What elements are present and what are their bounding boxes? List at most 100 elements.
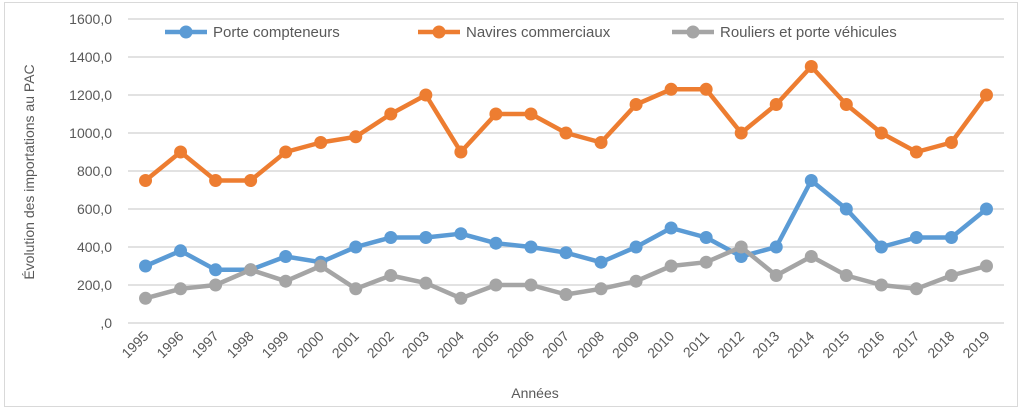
data-point (839, 98, 853, 111)
x-tick-label: 2007 (539, 328, 572, 361)
data-point (909, 145, 923, 159)
x-tick-label: 2013 (749, 328, 782, 361)
data-point (769, 269, 783, 282)
data-point (874, 240, 888, 254)
y-tick-label: 800,0 (77, 163, 112, 179)
data-point (699, 82, 713, 96)
y-tick-label: 1600,0 (69, 11, 112, 27)
data-point (839, 202, 853, 216)
x-tick-label: 1998 (223, 328, 256, 361)
data-point (139, 174, 153, 187)
data-point (349, 240, 363, 254)
data-point (594, 282, 608, 296)
data-point (314, 259, 328, 273)
x-tick-label: 2019 (959, 328, 992, 361)
data-point (174, 145, 188, 159)
data-point (209, 174, 223, 187)
data-point (559, 126, 573, 140)
data-point (559, 288, 573, 301)
data-point (944, 231, 958, 244)
data-point (804, 60, 818, 73)
data-point (944, 136, 958, 149)
data-point (419, 276, 433, 290)
data-point (384, 269, 398, 282)
data-point (979, 202, 993, 216)
data-point (699, 231, 713, 244)
y-axis-label: Évolution des importations au PAC (21, 64, 37, 279)
data-point (349, 282, 363, 296)
data-point (209, 278, 223, 292)
data-point (139, 259, 153, 273)
data-point (244, 174, 258, 187)
x-tick-label: 2006 (504, 328, 537, 361)
data-point (419, 231, 433, 244)
y-tick-label: 600,0 (77, 201, 112, 217)
data-point (874, 278, 888, 292)
data-point (454, 145, 468, 159)
x-tick-label: 2001 (329, 328, 362, 361)
data-point (734, 126, 748, 140)
x-tick-label: 2002 (364, 328, 397, 361)
legend-label: Rouliers et porte véhicules (720, 24, 897, 41)
x-tick-label: 2018 (924, 328, 957, 361)
data-point (279, 274, 293, 288)
data-point (489, 107, 503, 121)
data-point (594, 255, 608, 269)
data-point (734, 240, 748, 254)
data-point (664, 82, 678, 96)
data-point (524, 107, 538, 121)
data-point (874, 126, 888, 140)
data-point (769, 240, 783, 254)
data-point (419, 88, 433, 102)
data-point (384, 231, 398, 244)
x-tick-label: 2005 (469, 328, 502, 361)
data-point (629, 274, 643, 288)
x-tick-label: 1996 (153, 328, 186, 361)
data-point (139, 291, 153, 305)
legend-item: Rouliers et porte véhicules (672, 24, 897, 41)
x-tick-label: 2004 (434, 328, 467, 361)
data-point (349, 130, 363, 144)
data-point (629, 98, 643, 111)
x-tick-label: 2014 (784, 328, 817, 361)
data-point (559, 246, 573, 260)
data-point (979, 88, 993, 102)
x-tick-label: 2000 (293, 328, 326, 361)
data-point (664, 221, 678, 235)
data-point (454, 227, 468, 241)
data-point (384, 107, 398, 121)
data-point (804, 174, 818, 187)
data-point (174, 282, 188, 296)
x-tick-label: 2009 (609, 328, 642, 361)
data-point (734, 250, 748, 263)
series-2 (139, 240, 993, 305)
data-point (699, 255, 713, 269)
data-point (979, 259, 993, 273)
series-1 (139, 60, 993, 187)
data-point (664, 259, 678, 273)
data-point (804, 250, 818, 263)
series-0 (139, 174, 993, 277)
data-point (174, 244, 188, 258)
y-tick-label: ,0 (100, 315, 112, 331)
x-tick-label: 2012 (714, 328, 747, 361)
x-tick-label: 1999 (258, 328, 291, 361)
y-tick-label: 1200,0 (69, 87, 112, 103)
data-point (454, 291, 468, 305)
data-point (524, 278, 538, 292)
x-tick-label: 2016 (854, 328, 887, 361)
y-tick-label: 1400,0 (69, 49, 112, 65)
legend-label: Porte compteneurs (213, 24, 340, 41)
x-tick-label: 1995 (118, 328, 151, 361)
legend-label: Navires commerciaux (466, 24, 611, 41)
data-point (839, 269, 853, 282)
chart-frame (4, 2, 1018, 407)
legend-marker-icon (686, 25, 700, 39)
data-point (594, 136, 608, 149)
x-axis-label: Années (511, 385, 558, 401)
x-tick-label: 1997 (188, 328, 221, 361)
legend-item: Porte compteneurs (165, 24, 340, 41)
legend-item: Navires commerciaux (418, 24, 611, 41)
data-point (489, 278, 503, 292)
x-tick-label: 2010 (644, 328, 677, 361)
